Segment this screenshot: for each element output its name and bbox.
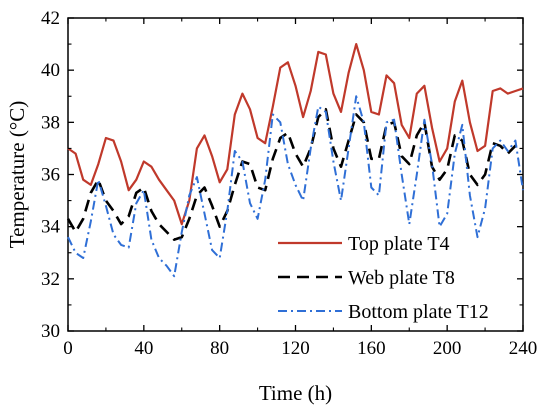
legend-label-1: Top plate T4 xyxy=(348,233,450,255)
y-axis-title: Temperature (°C) xyxy=(5,101,29,248)
legend-label-2: Web plate T8 xyxy=(348,267,455,289)
x-tick-label: 200 xyxy=(433,338,462,359)
x-tick-label: 160 xyxy=(357,338,386,359)
y-tick-label: 42 xyxy=(41,8,60,29)
x-tick-label: 0 xyxy=(63,338,73,359)
x-tick-label: 240 xyxy=(509,338,538,359)
legend: Top plate T4 Web plate T8 Bottom plate T12 xyxy=(278,233,489,323)
series-layer xyxy=(66,43,524,278)
y-tick-label: 40 xyxy=(41,60,60,81)
x-tick-label: 40 xyxy=(134,338,153,359)
x-axis-title: Time (h) xyxy=(259,381,332,405)
y-tick-label: 38 xyxy=(41,112,60,133)
y-tick-label: 30 xyxy=(41,321,60,342)
axis-ticks: 0 40 80 120 160 200 240 30 32 34 36 38 40 42 xyxy=(41,8,537,359)
legend-label-3: Bottom plate T12 xyxy=(348,301,489,323)
y-tick-label: 36 xyxy=(41,165,60,186)
series-line-3 xyxy=(67,95,524,278)
series-line-2 xyxy=(66,108,524,241)
x-tick-label: 80 xyxy=(210,338,229,359)
x-tick-label: 120 xyxy=(281,338,310,359)
y-tick-label: 34 xyxy=(41,217,61,238)
series-line-1 xyxy=(67,43,524,226)
y-tick-label: 32 xyxy=(41,269,60,290)
